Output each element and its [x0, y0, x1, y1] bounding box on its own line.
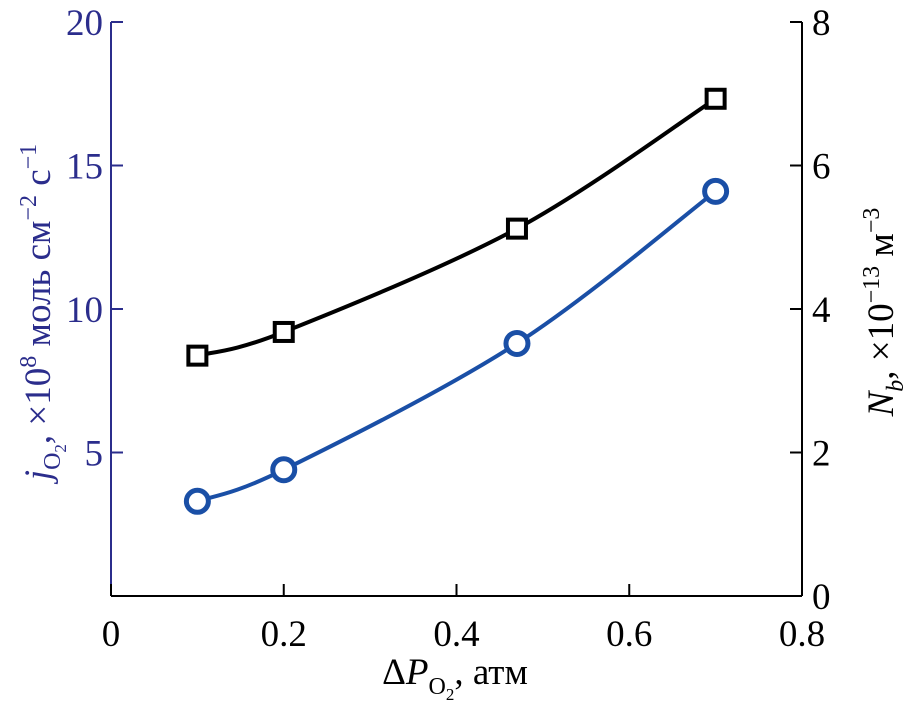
- nb-data-point: [186, 344, 209, 367]
- jo2-data-point: [270, 456, 298, 484]
- y-right-tick-label: 0: [812, 577, 831, 618]
- y-right-title-mid: , ×10: [861, 303, 902, 379]
- y-left-title-var: j: [18, 470, 59, 484]
- y-right-title-unit: м: [861, 233, 902, 266]
- x-axis-title-pre: Δ: [382, 652, 406, 693]
- x-axis-title-sub: O: [429, 674, 446, 700]
- x-tick-label: 0.8: [779, 614, 825, 655]
- y-right-title-var: N: [861, 389, 902, 417]
- y-right-tick-label: 6: [812, 147, 831, 188]
- x-tick-label: 0.6: [606, 614, 652, 655]
- y-right-tick-label: 2: [812, 434, 831, 475]
- y-right-title-exp2: −3: [859, 208, 885, 234]
- x-axis-title-sub-sub: 2: [446, 685, 455, 703]
- y-left-tick-label: 15: [66, 147, 103, 188]
- series-markers: [183, 87, 730, 515]
- jo2-data-point: [702, 177, 730, 205]
- x-tick-label: 0.4: [433, 614, 479, 655]
- y-right-tick-label: 8: [812, 3, 831, 44]
- y-right-title-sub: b: [883, 380, 909, 392]
- nb-data-point: [272, 320, 295, 343]
- jo2-curve: [196, 189, 717, 504]
- y-left-title-unit: моль см: [18, 221, 59, 356]
- y-left-title-mid: , ×10: [18, 368, 59, 444]
- ticks: 0 0.2 0.4 0.6 0.8 5 10 15 20 0 2 4 6 8: [66, 3, 831, 655]
- y-left-axis-title: jO2, ×108 моль см−2 с−1: [16, 144, 70, 484]
- nb-curve: [196, 97, 717, 358]
- nb-data-point: [505, 217, 528, 240]
- y-left-title-exp2: −2: [16, 195, 42, 221]
- nb-data-point: [704, 87, 727, 110]
- y-left-tick-label: 20: [66, 3, 103, 44]
- x-axis-title-post: , атм: [454, 652, 528, 693]
- y-left-tick-label: 10: [66, 290, 103, 331]
- y-left-title-exp3: −1: [16, 144, 42, 170]
- x-tick-label: 0: [102, 614, 121, 655]
- y-right-title-exp: −13: [859, 266, 885, 304]
- x-axis-title-var: P: [405, 652, 429, 693]
- series-curves: [196, 97, 717, 504]
- y-right-axis-title: Nb, ×10−13 м−3: [859, 208, 909, 418]
- jo2-data-point: [503, 329, 531, 357]
- y-left-title-exp: 8: [16, 356, 42, 368]
- y-left-title-sub-sub: 2: [51, 444, 70, 453]
- y-left-title-unit2: с: [18, 169, 59, 195]
- jo2-data-point: [183, 487, 211, 515]
- y-right-tick-label: 4: [812, 290, 831, 331]
- x-tick-label: 0.2: [261, 614, 307, 655]
- y-left-title-sub: O: [40, 453, 66, 470]
- y-left-tick-label: 5: [85, 434, 104, 475]
- x-axis-title: ΔPO2, атм: [382, 652, 528, 703]
